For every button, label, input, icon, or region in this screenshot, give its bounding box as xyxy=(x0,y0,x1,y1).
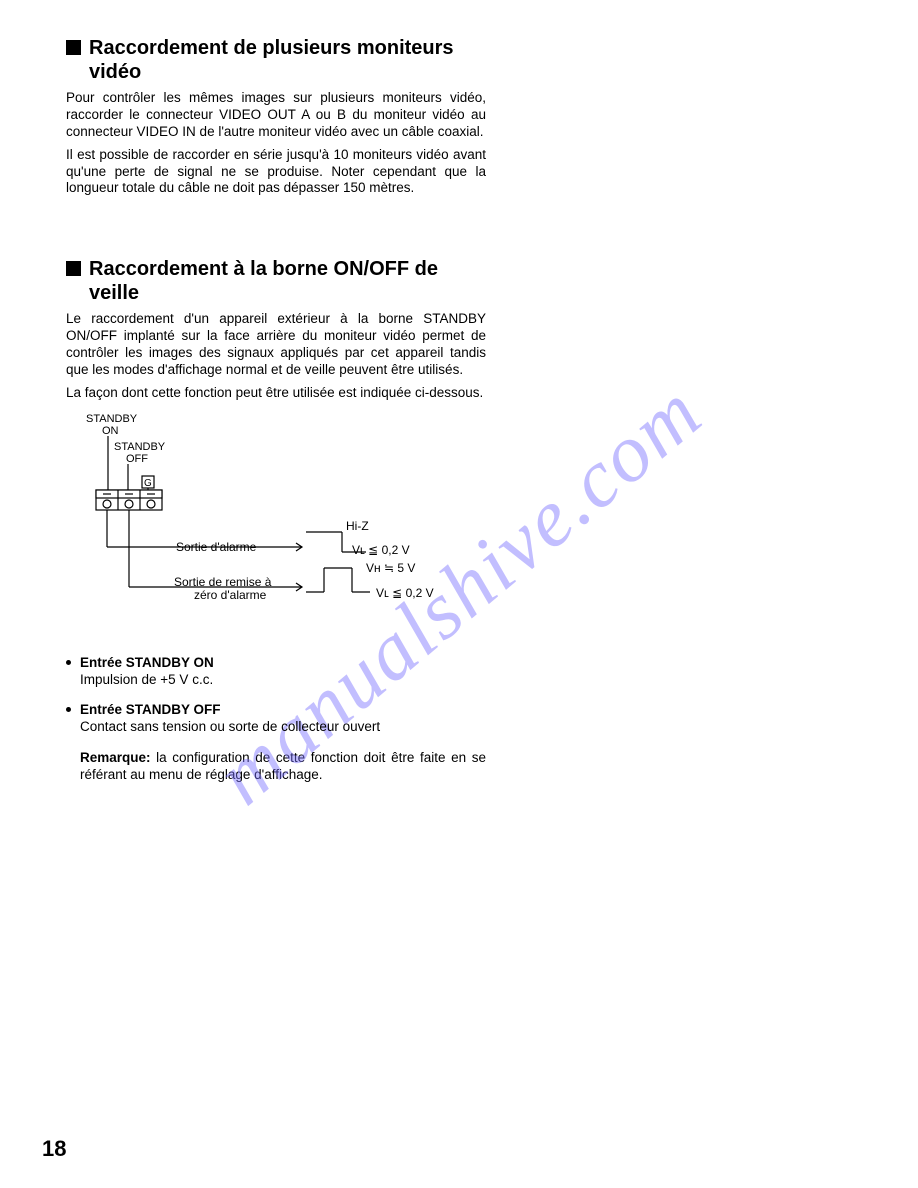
diagram-label-alarm-reset: Sortie de remise à zéro d'alarme xyxy=(174,575,275,602)
standby-terminal-diagram: STANDBY ON STANDBY OFF G xyxy=(66,412,486,637)
diagram-label-hiz: Hi-Z xyxy=(346,519,369,533)
diagram-label-vl1: Vʟ ≦ 0,2 V xyxy=(352,543,410,557)
section2-para1: Le raccordement d'un appareil extérieur … xyxy=(66,311,486,379)
remark-title: Remarque: xyxy=(80,750,151,765)
section1-title: Raccordement de plusieurs moniteurs vidé… xyxy=(89,36,486,84)
square-bullet-icon xyxy=(66,40,81,55)
note2-title: Entrée STANDBY OFF xyxy=(80,702,221,717)
section1-para2: Il est possible de raccorder en série ju… xyxy=(66,147,486,198)
section1-para1: Pour contrôler les mêmes images sur plus… xyxy=(66,90,486,141)
note-item-standby-on: Entrée STANDBY ON Impulsion de +5 V c.c. xyxy=(66,655,486,689)
note1-body: Impulsion de +5 V c.c. xyxy=(80,672,213,687)
section2-title: Raccordement à la borne ON/OFF de veille xyxy=(89,257,486,305)
diagram-label-alarm-out: Sortie d'alarme xyxy=(176,540,257,554)
diagram-label-g: G xyxy=(144,478,152,489)
note2-body: Contact sans tension ou sorte de collect… xyxy=(80,719,380,734)
note1-title: Entrée STANDBY ON xyxy=(80,655,214,670)
square-bullet-icon xyxy=(66,261,81,276)
diagram-label-standby-on: STANDBY ON xyxy=(86,413,140,437)
bullet-dot-icon xyxy=(66,707,71,712)
content-column: Raccordement de plusieurs moniteurs vidé… xyxy=(66,36,486,784)
bullet-dot-icon xyxy=(66,660,71,665)
remark-paragraph: Remarque: la configuration de cette fonc… xyxy=(66,750,486,784)
section2-para2: La façon dont cette fonction peut être u… xyxy=(66,385,486,402)
diagram-label-vl2: Vʟ ≦ 0,2 V xyxy=(376,586,434,600)
diagram-label-standby-off: STANDBY OFF xyxy=(114,441,168,465)
section1-heading: Raccordement de plusieurs moniteurs vidé… xyxy=(66,36,486,84)
page-number: 18 xyxy=(42,1136,66,1162)
notes-list: Entrée STANDBY ON Impulsion de +5 V c.c.… xyxy=(66,655,486,737)
diagram-svg: STANDBY ON STANDBY OFF G xyxy=(66,412,506,632)
manual-page: manualshive.com Raccordement de plusieur… xyxy=(0,0,918,1188)
note-item-standby-off: Entrée STANDBY OFF Contact sans tension … xyxy=(66,702,486,736)
diagram-label-vh: Vʜ ≒ 5 V xyxy=(366,561,415,575)
section2-heading: Raccordement à la borne ON/OFF de veille xyxy=(66,257,486,305)
